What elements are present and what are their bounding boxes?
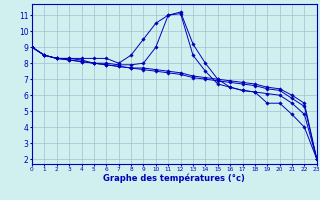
X-axis label: Graphe des températures (°c): Graphe des températures (°c) xyxy=(103,173,245,183)
